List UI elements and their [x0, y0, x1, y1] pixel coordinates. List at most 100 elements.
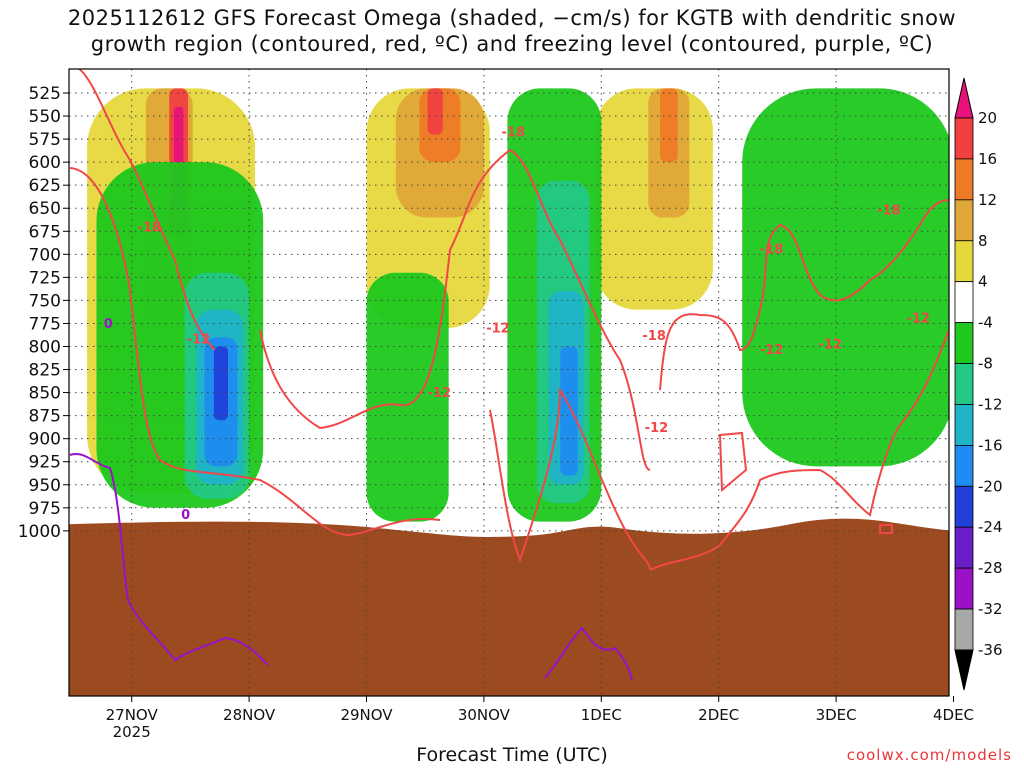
x-tick-label-1DEC: 1DEC [581, 706, 622, 724]
contour-labels: -18 -12 -12 -18 -12 -18 -12 -18 -12 -12 -18 -12 0 0 [104, 125, 930, 523]
colorbar-label-0: 20 [978, 109, 997, 127]
chart-title-line-1: 2025112612 GFS Forecast Omega (shaded, −… [67, 6, 957, 30]
dgz-contour-closed [718, 431, 748, 493]
y-tick-label-675: 675 [29, 222, 61, 242]
dgz-label-1: -12 [187, 333, 211, 348]
y-tick-label-725: 725 [29, 268, 61, 288]
y-tick-label-950: 950 [29, 476, 61, 496]
dgz-label-8: -12 [760, 343, 784, 358]
y-tick-label-700: 700 [29, 245, 61, 265]
colorbar-bin-11 [954, 567, 974, 610]
freezing-label-0: 0 [104, 317, 113, 332]
dgz-label-0: -18 [138, 220, 162, 235]
y-tick-label-900: 900 [29, 430, 61, 450]
colorbar-bin-12 [954, 608, 974, 651]
y-tick-label-1000: 1000 [18, 522, 61, 542]
omega-region-updraft-1dec-peak [660, 88, 678, 163]
dgz-label-4: -12 [486, 322, 510, 337]
colorbar-bin-8 [954, 444, 974, 487]
freezing-contour-0 [69, 453, 269, 666]
colorbar-top-arrow [954, 77, 974, 119]
colorbar-label-8: -16 [978, 436, 1003, 454]
y-tick-label-600: 600 [29, 153, 61, 173]
dgz-label-5: -18 [642, 329, 666, 344]
dgz-label-10: -18 [877, 204, 901, 219]
x-tick-label-29NOV: 29NOV [340, 706, 393, 724]
omega-region-updraft-29nov-peak [427, 88, 443, 135]
grid [69, 69, 949, 696]
dgz-label-3: -18 [502, 125, 526, 140]
colorbar-label-12: -32 [978, 600, 1003, 618]
y-tick-label-550: 550 [29, 107, 61, 127]
x-axis-label: Forecast Time (UTC) [416, 744, 608, 766]
dgz-label-2: -12 [428, 386, 452, 401]
dgz-contour-small [879, 524, 893, 534]
colorbar-label-6: -8 [978, 355, 993, 373]
colorbar-label-2: 12 [978, 191, 997, 209]
dgz-label-11: -12 [907, 312, 931, 327]
colorbar-bin-1 [954, 158, 974, 201]
colorbar-bin-3 [954, 240, 974, 283]
y-tick-label-825: 825 [29, 361, 61, 381]
chart-title-line-2: growth region (contoured, red, ºC) and f… [90, 32, 934, 56]
dgz-contour-0 [69, 167, 441, 537]
colorbar-bin-6 [954, 363, 974, 405]
x-tick-label-4DEC: 4DEC [933, 706, 974, 724]
dgz-contour-2 [259, 148, 651, 471]
omega-region-downdraft-30nov-d [560, 346, 578, 476]
colorbar-label-5: -4 [978, 314, 993, 332]
plot-frame [68, 68, 950, 697]
x-tick-label-28NOV: 28NOV [223, 706, 276, 724]
freezing-contour-1 [544, 626, 633, 681]
omega-region-downdraft-27nov-e [213, 346, 228, 421]
y-tick-label-925: 925 [29, 453, 61, 473]
omega-region-downdraft-29nov [366, 272, 449, 522]
x-tick-label-27NOV: 27NOV [106, 706, 159, 724]
colorbar: 20 16 12 8 4 -4 -8 -12 -16 -20 -24 -28 -32 -36 [954, 77, 1003, 691]
colorbar-label-9: -20 [978, 477, 1003, 495]
colorbar-label-7: -12 [978, 395, 1003, 413]
colorbar-bin-0 [954, 117, 974, 160]
y-tick-label-525: 525 [29, 84, 61, 104]
dgz-label-6: -12 [645, 421, 669, 436]
colorbar-bin-10 [954, 526, 974, 569]
contours [69, 69, 949, 681]
colorbar-bin-5 [954, 322, 974, 364]
x-tick-label-2DEC: 2DEC [698, 706, 739, 724]
y-tick-label-875: 875 [29, 407, 61, 427]
y-tick-label-800: 800 [29, 337, 61, 357]
colorbar-bin-9 [954, 485, 974, 528]
y-axis: 525 550 575 600 625 650 675 700 725 750 775 800 825 8… [18, 84, 69, 542]
colorbar-label-10: -24 [978, 518, 1003, 536]
y-tick-label-750: 750 [29, 291, 61, 311]
x-tick-label-30NOV: 30NOV [458, 706, 511, 724]
y-tick-label-850: 850 [29, 384, 61, 404]
y-tick-label-775: 775 [29, 314, 61, 334]
omega-region-downdraft-2dec [742, 88, 949, 467]
omega-shading [87, 88, 949, 522]
y-tick-label-650: 650 [29, 199, 61, 219]
colorbar-label-11: -28 [978, 559, 1003, 577]
colorbar-bottom-arrow [954, 649, 974, 691]
y-tick-label-575: 575 [29, 130, 61, 150]
credit-link[interactable]: coolwx.com/models [846, 746, 1012, 764]
y-tick-label-975: 975 [29, 499, 61, 519]
x-tick-sublabel-27NOV: 2025 [113, 723, 151, 741]
y-tick-label-625: 625 [29, 176, 61, 196]
dgz-contour-1 [77, 69, 216, 351]
colorbar-label-3: 8 [978, 232, 988, 250]
freezing-label-1: 0 [181, 508, 190, 523]
ground-fill [69, 518, 949, 696]
dgz-contour-4 [649, 329, 949, 571]
dgz-contour-3 [489, 386, 651, 571]
dgz-contour-5 [659, 199, 949, 391]
x-tick-label-3DEC: 3DEC [816, 706, 857, 724]
colorbar-label-4: 4 [978, 273, 988, 291]
colorbar-bin-2 [954, 199, 974, 242]
colorbar-label-13: -36 [978, 641, 1003, 659]
dgz-label-7: -18 [760, 242, 784, 257]
colorbar-bin-4 [954, 281, 974, 324]
colorbar-label-1: 16 [978, 150, 997, 168]
dgz-label-9: -12 [818, 337, 842, 352]
